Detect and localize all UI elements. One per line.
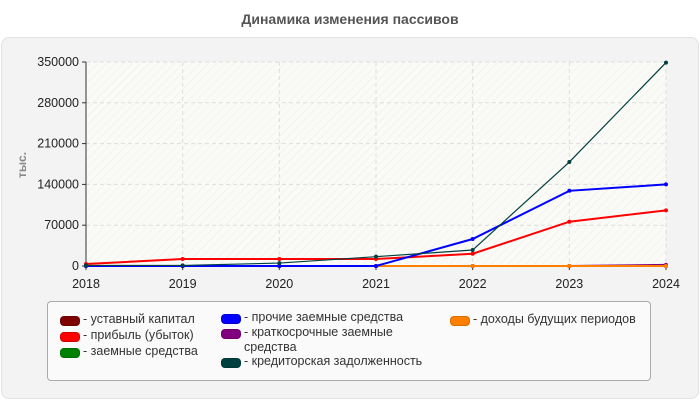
svg-text:2024: 2024 (652, 277, 680, 291)
svg-text:140000: 140000 (37, 177, 79, 191)
svg-text:280000: 280000 (37, 96, 79, 110)
legend-swatch-icon (221, 358, 241, 368)
legend-swatch-icon (450, 316, 470, 326)
y-axis-label: тыс. (15, 152, 29, 178)
grid-lines (86, 61, 667, 266)
legend-item[interactable]: - уставный капитал (60, 312, 220, 327)
legend-item[interactable]: - прибыль (убыток) (60, 328, 220, 343)
legend-item[interactable]: - прочие заемные средства (221, 310, 441, 325)
chart-legend: - уставный капитал - прибыль (убыток) - за… (47, 301, 651, 381)
svg-text:2018: 2018 (72, 277, 100, 291)
svg-text:350000: 350000 (37, 55, 79, 69)
series-lines (84, 60, 668, 268)
legend-swatch-icon (221, 314, 241, 324)
svg-text:210000: 210000 (37, 137, 79, 151)
svg-text:2019: 2019 (169, 277, 197, 291)
legend-label: - краткосрочные заемные средства (244, 325, 393, 354)
tick-labels: 0 70000 140000 210000 280000 350000 2018 2019 20… (37, 55, 680, 291)
legend-swatch-icon (60, 332, 80, 342)
legend-label: - уставный капитал (83, 312, 195, 326)
legend-item[interactable]: - краткосрочные заемные средства (221, 325, 421, 355)
svg-text:70000: 70000 (44, 218, 79, 232)
legend-label: - заемные средства (83, 344, 198, 358)
svg-text:2021: 2021 (362, 277, 390, 291)
legend-label: - прибыль (убыток) (83, 328, 194, 342)
legend-label: - прочие заемные средства (244, 310, 404, 324)
legend-swatch-icon (221, 329, 241, 339)
svg-text:0: 0 (72, 259, 79, 273)
chart-title: Динамика изменения пассивов (241, 11, 459, 27)
legend-label: - доходы будущих периодов (473, 312, 636, 326)
svg-text:2020: 2020 (265, 277, 293, 291)
legend-label: - кредиторская задолженность (244, 354, 423, 368)
svg-text:2023: 2023 (555, 277, 583, 291)
legend-swatch-icon (60, 348, 80, 358)
legend-item[interactable]: - доходы будущих периодов (450, 312, 650, 327)
svg-text:2022: 2022 (459, 277, 487, 291)
legend-item[interactable]: - заемные средства (60, 344, 220, 359)
chart-plot: 0 70000 140000 210000 280000 350000 2018 2019 20… (15, 55, 680, 291)
legend-swatch-icon (60, 316, 80, 326)
legend-item[interactable]: - кредиторская задолженность (221, 354, 451, 369)
